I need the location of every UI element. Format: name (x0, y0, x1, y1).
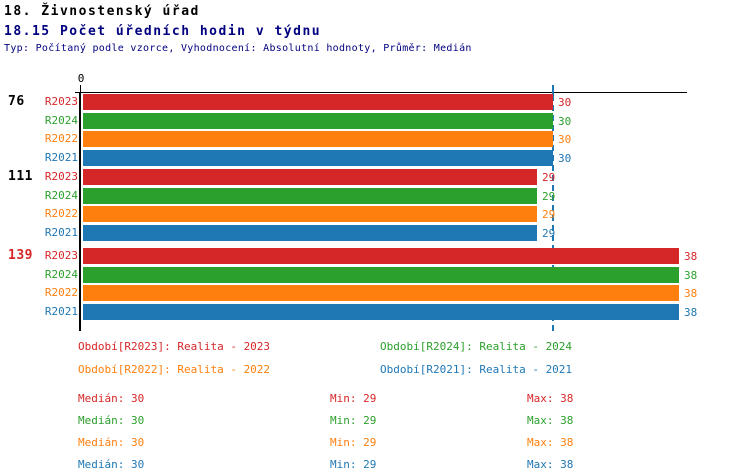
series-row-label: R2023 (44, 170, 78, 183)
bar-value-label: 30 (558, 115, 572, 128)
bar-r2024 (83, 113, 553, 129)
legend-item: Období[R2024]: Realita - 2024 (380, 340, 573, 353)
group-label: 111 (8, 169, 33, 184)
stat-max: Max: 38 (527, 436, 574, 449)
series-row-label: R2021 (44, 305, 78, 318)
bar-value-label: 29 (542, 190, 556, 203)
x-axis-zero-label: 0 (77, 72, 85, 85)
bar-r2022 (83, 206, 537, 222)
bar-value-label: 30 (558, 133, 572, 146)
bar-r2023 (83, 169, 537, 185)
stat-max: Max: 38 (527, 392, 574, 405)
stat-median: Medián: 30 (78, 458, 145, 471)
series-row-label: R2021 (44, 151, 78, 164)
bar-r2024 (83, 267, 679, 283)
series-row-label: R2022 (44, 286, 78, 299)
median-line-tick (552, 85, 554, 98)
legend-item: Období[R2023]: Realita - 2023 (78, 340, 271, 353)
stat-median: Medián: 30 (78, 414, 145, 427)
stat-min: Min: 29 (330, 414, 377, 427)
bar-r2022 (83, 285, 679, 301)
series-row-label: R2024 (44, 268, 78, 281)
series-row-label: R2023 (44, 95, 78, 108)
series-row-label: R2023 (44, 249, 78, 262)
series-row-label: R2022 (44, 132, 78, 145)
series-row-label: R2021 (44, 226, 78, 239)
stat-max: Max: 38 (527, 414, 574, 427)
bar-value-label: 38 (684, 269, 698, 282)
bar-value-label: 30 (558, 96, 572, 109)
stat-min: Min: 29 (330, 392, 377, 405)
median-reference-line (552, 85, 554, 331)
chart-meta-line: Typ: Počítaný podle vzorce, Vyhodnocení:… (4, 43, 472, 54)
y-axis-line (79, 92, 81, 331)
bar-r2023 (83, 248, 679, 264)
group-label: 139 (8, 248, 33, 263)
stat-min: Min: 29 (330, 436, 377, 449)
report-title: 18. Živnostenský úřad (4, 4, 200, 19)
bar-value-label: 38 (684, 250, 698, 263)
x-axis-line (75, 92, 687, 93)
stat-min: Min: 29 (330, 458, 377, 471)
legend-item: Období[R2022]: Realita - 2022 (78, 363, 271, 376)
bar-r2021 (83, 150, 553, 166)
stat-median: Medián: 30 (78, 392, 145, 405)
bar-r2022 (83, 131, 553, 147)
bar-value-label: 29 (542, 171, 556, 184)
bar-r2024 (83, 188, 537, 204)
x-axis-zero-tick (80, 85, 81, 93)
bar-value-label: 38 (684, 306, 698, 319)
legend-item: Období[R2021]: Realita - 2021 (380, 363, 573, 376)
stat-max: Max: 38 (527, 458, 574, 471)
bar-value-label: 38 (684, 287, 698, 300)
bar-value-label: 29 (542, 208, 556, 221)
bar-value-label: 29 (542, 227, 556, 240)
bar-r2021 (83, 304, 679, 320)
chart-title: 18.15 Počet úředních hodin v týdnu (4, 24, 322, 39)
series-row-label: R2024 (44, 114, 78, 127)
bar-r2021 (83, 225, 537, 241)
bar-r2023 (83, 94, 553, 110)
stat-median: Medián: 30 (78, 436, 145, 449)
series-row-label: R2022 (44, 207, 78, 220)
series-row-label: R2024 (44, 189, 78, 202)
bar-value-label: 30 (558, 152, 572, 165)
group-label: 76 (8, 94, 25, 109)
